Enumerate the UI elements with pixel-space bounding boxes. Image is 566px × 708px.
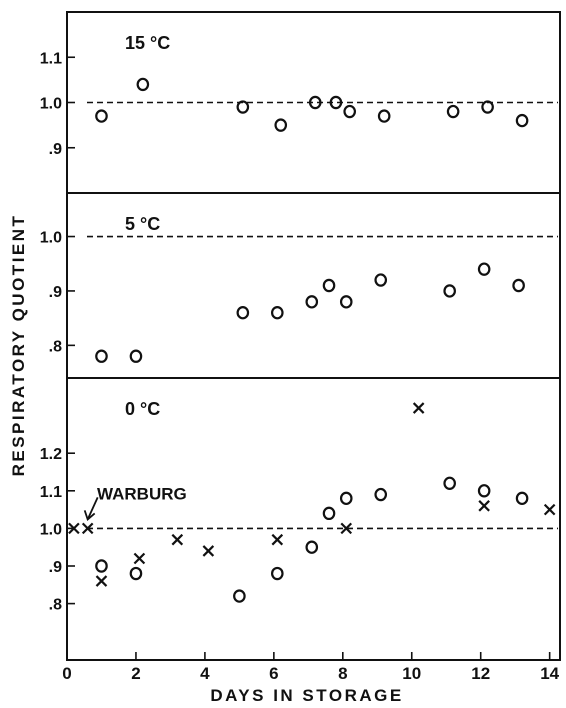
data-point-circle bbox=[305, 540, 319, 554]
data-point-circle bbox=[322, 278, 336, 293]
data-point-x bbox=[95, 575, 108, 587]
data-point-circle bbox=[377, 109, 391, 123]
x-axis-label: DAYS IN STORAGE bbox=[210, 686, 403, 705]
data-point-circle bbox=[329, 95, 343, 110]
data-point-circle bbox=[515, 113, 529, 128]
data-point-x bbox=[171, 533, 184, 546]
panel-title: 0 °C bbox=[125, 399, 160, 419]
y-tick-label: .9 bbox=[49, 141, 62, 158]
data-point-circle bbox=[271, 306, 284, 320]
data-point-circle bbox=[477, 262, 491, 276]
plot-border bbox=[66, 11, 561, 661]
data-point-circle bbox=[271, 566, 284, 581]
x-tick-label: 12 bbox=[471, 664, 490, 683]
data-point-circle bbox=[95, 109, 108, 123]
y-tick-label: 1.2 bbox=[40, 446, 62, 463]
x-tick-label: 4 bbox=[200, 664, 210, 683]
x-tick-label: 2 bbox=[131, 664, 140, 683]
panel-1: 15 °C 1.1 1.0 .9 bbox=[40, 33, 558, 158]
data-point-x bbox=[68, 522, 80, 535]
y-tick-label: .8 bbox=[49, 597, 62, 614]
data-point-circle bbox=[343, 104, 356, 119]
y-tick-label: 1.1 bbox=[40, 484, 62, 501]
data-point-circle bbox=[443, 476, 456, 490]
data-point-circle bbox=[512, 278, 525, 293]
y-tick-label: 1.0 bbox=[40, 96, 62, 113]
data-point-x bbox=[271, 533, 284, 546]
y-axis-label: RESPIRATORY QUOTIENT bbox=[9, 214, 28, 477]
data-point-circle bbox=[339, 295, 353, 309]
panel-title: 5 °C bbox=[125, 214, 160, 234]
x-axis: 0 2 4 6 8 10 12 14 bbox=[62, 652, 560, 683]
x-tick-label: 10 bbox=[402, 664, 421, 683]
plot-frame bbox=[66, 11, 561, 661]
x-tick-label: 6 bbox=[269, 664, 278, 683]
panel-3: 0 °C 1.2 1.1 1.0 .9 .8 WARBURG bbox=[40, 399, 558, 614]
data-point-circle bbox=[274, 118, 288, 132]
data-point-x bbox=[133, 552, 146, 565]
x-tick-label: 14 bbox=[540, 664, 559, 683]
data-point-circle bbox=[477, 484, 491, 498]
data-point-x bbox=[340, 522, 353, 535]
y-tick-label: .8 bbox=[49, 338, 62, 355]
y-tick-label: .9 bbox=[49, 284, 62, 301]
data-point-x bbox=[202, 545, 215, 557]
data-point-circle bbox=[129, 566, 143, 581]
data-point-circle bbox=[95, 349, 108, 363]
data-point-circle bbox=[446, 104, 460, 119]
y-tick-label: 1.0 bbox=[40, 230, 62, 247]
annotation-arrowhead bbox=[83, 510, 96, 521]
data-point-circle bbox=[308, 95, 322, 110]
data-point-circle bbox=[339, 491, 353, 506]
data-point-circle bbox=[136, 77, 150, 92]
x-tick-label: 8 bbox=[338, 664, 347, 683]
panel-title: 15 °C bbox=[125, 33, 170, 53]
y-tick-label: 1.1 bbox=[40, 50, 62, 67]
data-point-circle bbox=[305, 295, 319, 309]
panel-2: 5 °C 1.0 .9 .8 bbox=[40, 214, 558, 363]
data-point-circle bbox=[129, 349, 143, 363]
y-tick-label: 1.0 bbox=[40, 521, 62, 538]
x-tick-label: 0 bbox=[62, 664, 71, 683]
data-point-circle bbox=[374, 273, 388, 287]
data-point-x bbox=[478, 500, 490, 512]
data-point-circle bbox=[95, 559, 108, 573]
y-tick-label: .9 bbox=[49, 559, 62, 576]
data-point-circle bbox=[481, 100, 494, 114]
annotation-arrow bbox=[86, 497, 99, 520]
data-point-circle bbox=[515, 491, 529, 506]
data-point-circle bbox=[322, 506, 336, 521]
data-point-circle bbox=[443, 284, 456, 298]
warburg-annotation: WARBURG bbox=[97, 484, 187, 503]
data-point-circle bbox=[233, 589, 246, 603]
data-point-circle bbox=[236, 100, 250, 114]
data-point-x bbox=[81, 522, 94, 535]
data-point-circle bbox=[374, 487, 388, 502]
chart-panels: 15 °C 1.1 1.0 .9 5 °C 1.0 .9 .8 0 °C 1.2 1.1 1.0 .9.… bbox=[40, 33, 558, 614]
data-point-x bbox=[543, 503, 556, 516]
data-point-circle bbox=[236, 306, 250, 320]
data-point-x bbox=[412, 402, 425, 414]
